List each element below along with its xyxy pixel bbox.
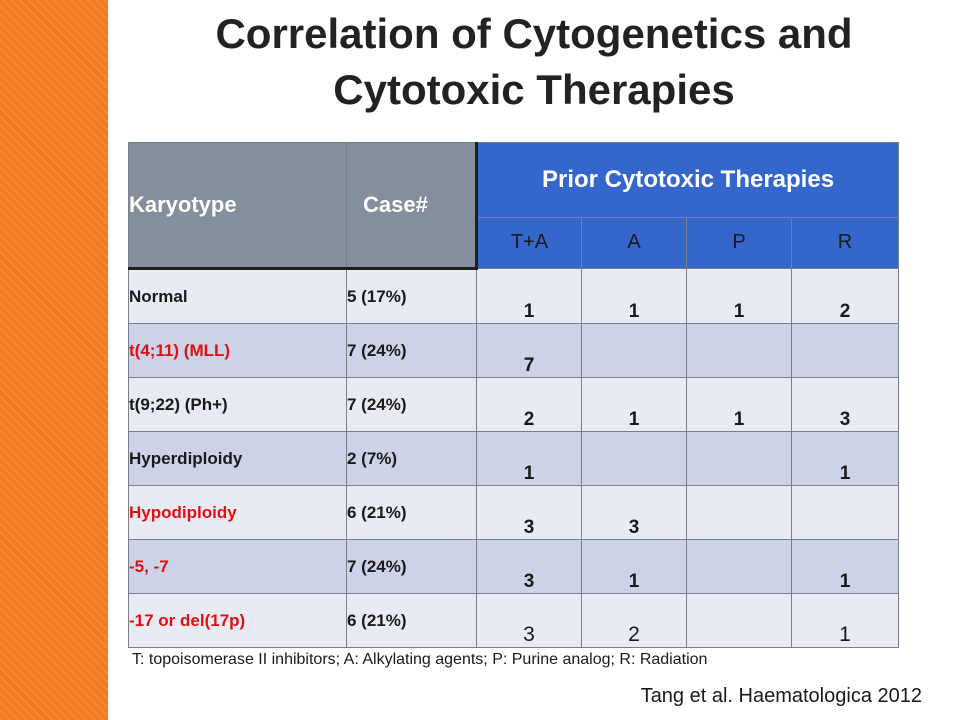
cell-p: 1 [686, 268, 792, 324]
header-case: Case# [346, 142, 478, 270]
cell-p: 1 [686, 377, 792, 432]
cell-karyotype: Hyperdiploidy [128, 431, 347, 486]
cell-p [686, 593, 792, 648]
table-row: t(4;11) (MLL) 7 (24%) 7 [128, 323, 900, 378]
cell-ta: 1 [476, 431, 582, 486]
cell-a [581, 431, 687, 486]
table-row: Hyperdiploidy 2 (7%) 1 1 [128, 431, 900, 486]
header-ta: T+A [476, 216, 582, 270]
cell-cases: 6 (21%) [346, 485, 477, 540]
cytogenetics-table: Karyotype Case# Prior Cytotoxic Therapie… [128, 142, 900, 648]
cell-cases: 7 (24%) [346, 539, 477, 594]
cell-karyotype: -17 or del(17p) [128, 593, 347, 648]
cell-karyotype: t(9;22) (Ph+) [128, 377, 347, 432]
cell-ta: 7 [476, 323, 582, 378]
cell-p [686, 539, 792, 594]
header-a: A [581, 216, 687, 270]
cell-ta: 3 [476, 539, 582, 594]
citation: Tang et al. Haematologica 2012 [640, 685, 922, 707]
table-row: -17 or del(17p) 6 (21%) 3 2 1 [128, 593, 900, 648]
cell-p [686, 323, 792, 378]
cell-cases: 7 (24%) [346, 323, 477, 378]
title-line-1: Correlation of Cytogenetics and [215, 10, 853, 57]
cell-cases: 6 (21%) [346, 593, 477, 648]
cell-r: 1 [790, 431, 900, 486]
cell-a [581, 323, 687, 378]
side-decorative-stripe [0, 0, 108, 720]
header-r: R [790, 216, 900, 270]
cell-r: 1 [790, 539, 900, 594]
cell-ta: 3 [476, 593, 582, 648]
cell-a: 1 [581, 268, 687, 324]
cell-ta: 1 [476, 268, 582, 324]
table-row: Hypodiploidy 6 (21%) 3 3 [128, 485, 900, 540]
table-row: Normal 5 (17%) 1 1 1 2 [128, 268, 900, 324]
cell-cases: 7 (24%) [346, 377, 477, 432]
cell-a: 3 [581, 485, 687, 540]
header-p: P [686, 216, 792, 270]
cell-r: 2 [790, 268, 900, 324]
cell-cases: 2 (7%) [346, 431, 477, 486]
cell-r [790, 323, 900, 378]
cell-a: 2 [581, 593, 687, 648]
cell-r: 1 [790, 593, 900, 648]
header-prior-therapies: Prior Cytotoxic Therapies [475, 142, 900, 218]
cell-a: 1 [581, 377, 687, 432]
cell-r [790, 485, 900, 540]
table-row: -5, -7 7 (24%) 3 1 1 [128, 539, 900, 594]
cell-a: 1 [581, 539, 687, 594]
slide-title: Correlation of Cytogenetics and Cytotoxi… [108, 6, 960, 118]
cell-karyotype: Hypodiploidy [128, 485, 347, 540]
cell-karyotype: t(4;11) (MLL) [128, 323, 347, 378]
cell-karyotype: -5, -7 [128, 539, 347, 594]
cell-karyotype: Normal [128, 268, 347, 324]
cell-r: 3 [790, 377, 900, 432]
abbreviation-footnote: T: topoisomerase II inhibitors; A: Alkyl… [132, 651, 708, 668]
cell-p [686, 431, 792, 486]
table-row: t(9;22) (Ph+) 7 (24%) 2 1 1 3 [128, 377, 900, 432]
cell-ta: 3 [476, 485, 582, 540]
title-line-2: Cytotoxic Therapies [333, 66, 735, 113]
header-karyotype: Karyotype [128, 142, 347, 270]
cell-p [686, 485, 792, 540]
cell-ta: 2 [476, 377, 582, 432]
cell-cases: 5 (17%) [346, 268, 477, 324]
